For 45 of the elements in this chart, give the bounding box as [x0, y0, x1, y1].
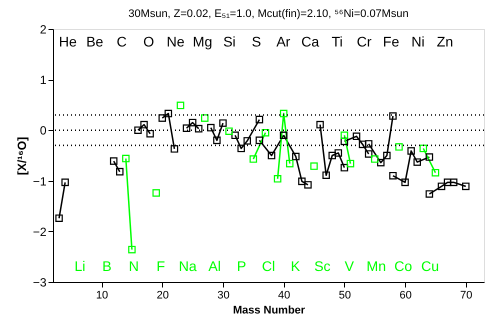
- x-tick-label: 60: [399, 290, 412, 302]
- y-tick-label: 0: [40, 124, 47, 138]
- annotation: C: [116, 33, 127, 50]
- annotation: O: [143, 33, 154, 50]
- x-tick-label: 40: [278, 290, 290, 302]
- annotation: N: [128, 258, 139, 274]
- x-tick-label: 10: [96, 290, 108, 302]
- annotation: Si: [223, 33, 236, 50]
- y-tick-label: −3: [32, 276, 47, 290]
- annotation: Sc: [314, 258, 331, 274]
- annotation: V: [344, 258, 355, 274]
- annotation: Zn: [436, 33, 454, 50]
- y-tick-label: −1: [32, 174, 47, 188]
- annotation: Mn: [366, 258, 386, 274]
- annotation: Fe: [382, 33, 400, 50]
- annotation: Ne: [166, 33, 185, 50]
- x-tick-label: 70: [460, 290, 472, 302]
- annotation: S: [252, 33, 262, 50]
- y-axis-title: [X/¹⁶O]: [14, 136, 29, 176]
- annotation: Co: [394, 258, 412, 274]
- annotation: Cl: [262, 258, 276, 274]
- y-tick-label: −2: [32, 224, 47, 239]
- annotation: P: [236, 258, 246, 274]
- annotation: Ni: [411, 33, 425, 50]
- chart-title: 30Msun, Z=0.02, E₅₁=1.0, Mcut(fin)=2.10, ⁵⁶Ni=0.07Msun: [128, 8, 409, 20]
- annotation: He: [58, 33, 77, 50]
- annotation: B: [102, 258, 112, 274]
- annotation: Ar: [276, 33, 291, 50]
- x-tick-label: 30: [217, 290, 230, 302]
- y-tick-label: 2: [40, 22, 47, 36]
- annotation: F: [156, 258, 166, 274]
- annotation: Na: [178, 258, 197, 274]
- x-tick-label: 20: [156, 290, 169, 302]
- annotation: Li: [74, 258, 86, 274]
- y-tick-label: 1: [40, 73, 47, 88]
- annotation: K: [290, 258, 301, 274]
- annotation: Cu: [421, 258, 440, 274]
- annotation: Ti: [332, 33, 343, 50]
- x-tick-label: 50: [338, 290, 352, 302]
- annotation: Be: [86, 33, 104, 50]
- annotation: Al: [208, 258, 221, 274]
- annotation: Ca: [301, 33, 320, 50]
- x-axis-title: Mass Number: [232, 304, 306, 316]
- annotation: Cr: [356, 33, 372, 50]
- annotation: Mg: [192, 33, 212, 50]
